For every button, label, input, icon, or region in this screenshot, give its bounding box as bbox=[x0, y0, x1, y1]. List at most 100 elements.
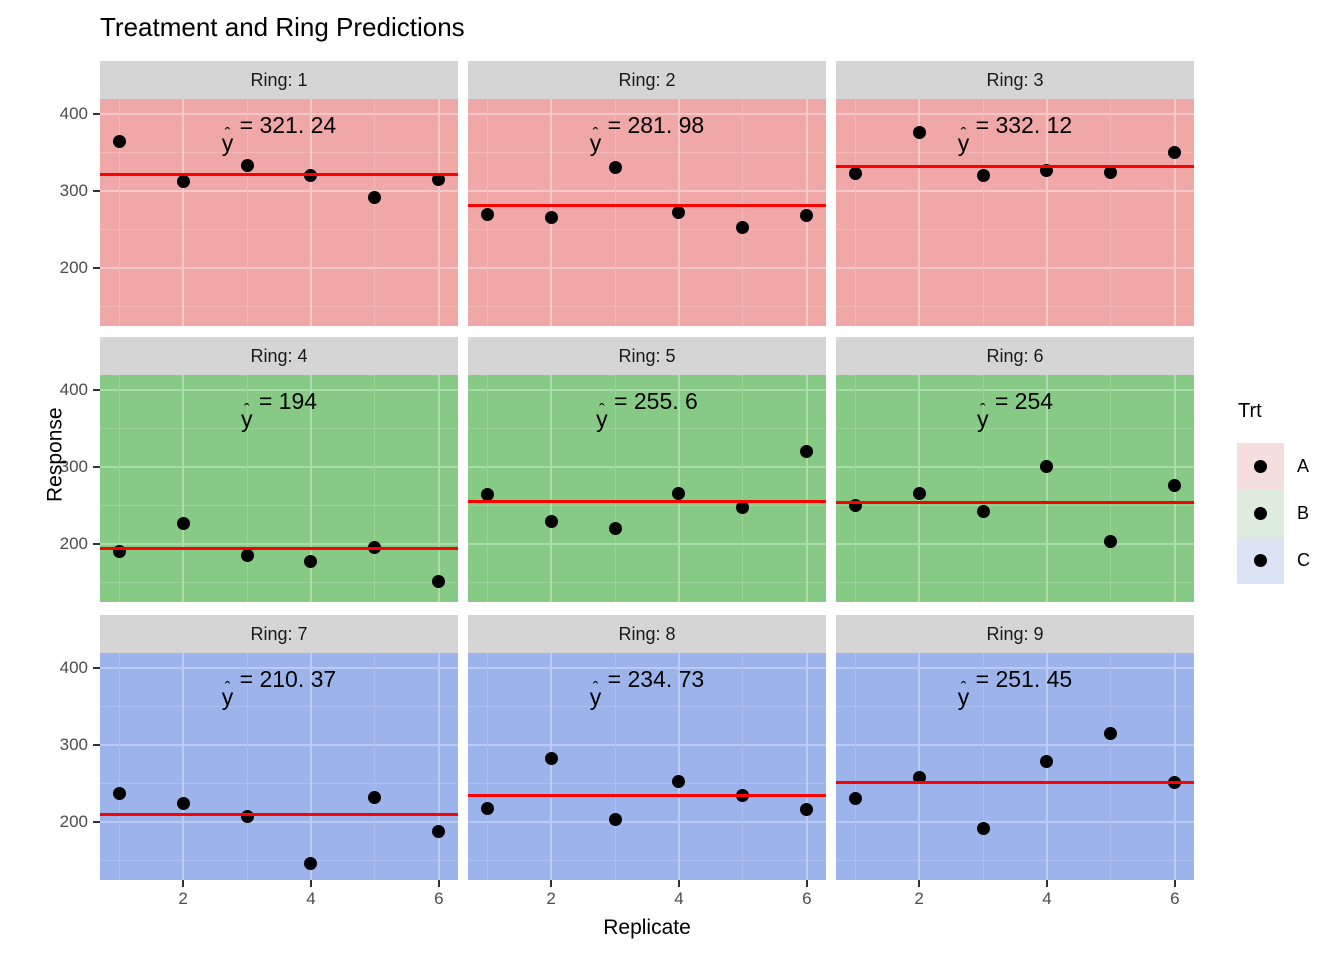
x-tick-mark bbox=[182, 880, 185, 887]
gridline-minor-x bbox=[118, 375, 120, 602]
gridline-major-y bbox=[836, 267, 1194, 270]
x-tick-label: 6 bbox=[802, 889, 812, 908]
gridline-minor-y bbox=[100, 860, 458, 862]
prediction-line bbox=[468, 500, 826, 503]
y-tick-label: 200 bbox=[59, 534, 88, 554]
gridline-minor-x bbox=[118, 653, 120, 880]
data-point bbox=[976, 504, 990, 518]
data-point bbox=[240, 158, 254, 172]
data-point bbox=[240, 548, 254, 562]
gridline-major-x bbox=[309, 375, 312, 602]
gridline-major-y bbox=[100, 744, 458, 747]
y-tick-mark bbox=[93, 389, 100, 392]
facet-strip: Ring: 4 bbox=[100, 337, 458, 375]
x-tick-mark bbox=[437, 880, 440, 887]
data-point bbox=[608, 813, 622, 827]
gridline-minor-y bbox=[100, 306, 458, 308]
gridline-minor-y bbox=[100, 505, 458, 507]
gridline-major-y bbox=[468, 267, 826, 270]
gridline-minor-x bbox=[374, 653, 376, 880]
gridline-minor-y bbox=[836, 706, 1194, 708]
gridline-major-y bbox=[836, 190, 1194, 193]
data-point bbox=[800, 208, 814, 222]
gridline-minor-y bbox=[100, 582, 458, 584]
gridline-major-x bbox=[437, 375, 440, 602]
gridline-minor-y bbox=[100, 152, 458, 154]
data-point bbox=[1040, 460, 1054, 474]
gridline-major-x bbox=[1173, 99, 1176, 326]
gridline-minor-y bbox=[836, 505, 1194, 507]
x-tick-mark bbox=[309, 880, 312, 887]
legend-point bbox=[1254, 554, 1267, 567]
gridline-minor-y bbox=[100, 428, 458, 430]
prediction-line bbox=[836, 165, 1194, 169]
legend-point bbox=[1254, 507, 1267, 520]
data-point bbox=[112, 787, 126, 801]
x-tick-mark bbox=[918, 880, 921, 887]
gridline-minor-y bbox=[468, 306, 826, 308]
legend-point bbox=[1254, 460, 1267, 473]
gridline-major-y bbox=[100, 113, 458, 116]
data-point bbox=[1104, 166, 1118, 180]
gridline-major-x bbox=[805, 375, 808, 602]
x-tick-label: 2 bbox=[178, 889, 188, 908]
y-axis-title: Response bbox=[43, 407, 67, 502]
data-point bbox=[976, 821, 990, 835]
gridline-major-y bbox=[836, 821, 1194, 824]
x-tick-label: 2 bbox=[546, 889, 556, 908]
gridline-minor-x bbox=[742, 653, 744, 880]
y-tick-label: 200 bbox=[59, 258, 88, 278]
gridline-minor-x bbox=[118, 99, 120, 326]
gridline-major-x bbox=[182, 375, 185, 602]
x-tick-label: 6 bbox=[434, 889, 444, 908]
data-point bbox=[800, 802, 814, 816]
data-point bbox=[912, 487, 926, 500]
gridline-minor-y bbox=[468, 706, 826, 708]
gridline-major-y bbox=[468, 466, 826, 469]
legend-title: Trt bbox=[1238, 400, 1262, 422]
gridline-major-y bbox=[468, 667, 826, 670]
gridline-minor-y bbox=[468, 505, 826, 507]
gridline-major-x bbox=[437, 653, 440, 880]
gridline-major-y bbox=[836, 466, 1194, 469]
facet-strip: Ring: 1 bbox=[100, 61, 458, 99]
plot-title: Treatment and Ring Predictions bbox=[100, 12, 465, 42]
y-tick-mark bbox=[93, 821, 100, 824]
y-tick-label: 400 bbox=[59, 658, 88, 678]
gridline-minor-x bbox=[374, 375, 376, 602]
gridline-minor-y bbox=[468, 428, 826, 430]
gridline-major-y bbox=[836, 744, 1194, 747]
gridline-minor-x bbox=[246, 375, 248, 602]
gridline-major-x bbox=[309, 99, 312, 326]
gridline-minor-x bbox=[246, 99, 248, 326]
data-point bbox=[848, 791, 862, 805]
gridline-minor-x bbox=[374, 99, 376, 326]
data-point bbox=[368, 791, 382, 805]
gridline-major-y bbox=[836, 543, 1194, 546]
data-point bbox=[912, 126, 926, 140]
gridline-minor-y bbox=[468, 860, 826, 862]
data-point bbox=[480, 207, 494, 221]
x-tick-mark bbox=[550, 880, 553, 887]
gridline-major-y bbox=[100, 466, 458, 469]
y-tick-mark bbox=[93, 267, 100, 270]
gridline-major-x bbox=[1173, 653, 1176, 880]
x-tick-label: 2 bbox=[914, 889, 924, 908]
gridline-minor-x bbox=[742, 375, 744, 602]
facet-strip: Ring: 3 bbox=[836, 61, 1194, 99]
x-axis-title: Replicate bbox=[603, 916, 691, 939]
gridline-minor-y bbox=[100, 783, 458, 785]
y-tick-label: 400 bbox=[59, 104, 88, 124]
